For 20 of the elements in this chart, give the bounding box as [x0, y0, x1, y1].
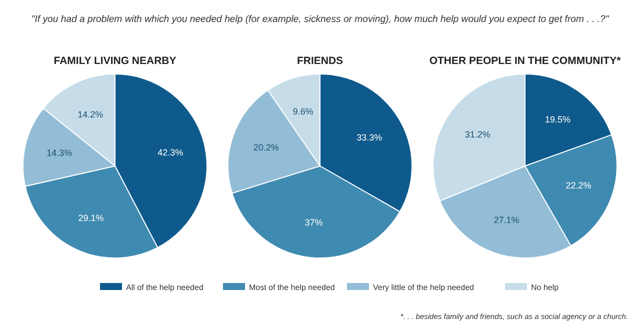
data-label: 27.1% — [494, 214, 520, 225]
data-label: 14.3% — [46, 148, 72, 158]
chart-title: OTHER PEOPLE IN THE COMMUNITY* — [429, 55, 622, 67]
chart-title: FAMILY LIVING NEARBY — [54, 55, 176, 67]
text: "If you had a problem with which you needed help (for example, sickness or moving), how much help would you expect to get from . . .?" — [31, 14, 610, 25]
data-label: 29.1% — [78, 212, 104, 223]
data-label: 33.3% — [356, 132, 382, 142]
legend-label: Most of the help needed — [249, 283, 335, 292]
data-label: 19.5% — [545, 114, 571, 124]
legend-label: No help — [531, 283, 560, 292]
data-label: 14.2% — [78, 110, 104, 120]
data-label: 37% — [304, 218, 323, 228]
data-label: 22.2% — [566, 180, 592, 191]
legend-label: Very little of the help needed — [373, 283, 474, 292]
data-label: 31.2% — [464, 129, 490, 140]
legend-label: All of the help needed — [126, 283, 204, 292]
data-label: 20.2% — [253, 142, 279, 152]
data-label: 9.6% — [292, 106, 314, 117]
chart-title: FRIENDS — [296, 55, 344, 67]
data-label: 42.3% — [158, 147, 184, 158]
